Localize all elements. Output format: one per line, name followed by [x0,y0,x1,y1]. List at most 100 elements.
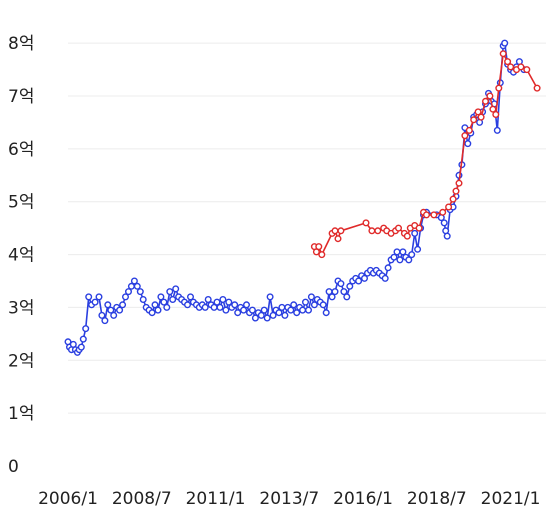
data-point [278,303,286,311]
data-point [408,251,416,259]
data-point [390,253,398,261]
data-point [492,110,500,118]
data-point [430,211,438,219]
data-point [489,105,497,113]
y-tick-label: 3억 [8,298,34,318]
data-point [384,264,392,272]
data-point [305,306,313,314]
data-point [104,301,112,309]
data-point [507,63,515,71]
data-point [219,296,227,304]
data-point [395,224,403,232]
data-point [186,293,194,301]
data-point [139,296,147,304]
data-point [121,293,129,301]
data-point [77,343,85,351]
data-point [449,195,457,203]
x-tick-label: 2011/1 [186,489,246,509]
data-point [110,311,118,319]
x-tick-label: 2008/7 [112,489,172,509]
data-point [482,97,490,105]
data-point [119,301,127,309]
data-point [477,113,485,121]
data-point [523,66,531,74]
data-point [411,229,419,237]
data-point [328,293,336,301]
data-point [257,311,265,319]
x-tick-label: 2018/7 [407,489,467,509]
y-tick-label: 1억 [8,404,34,424]
data-point [225,298,233,306]
data-point [337,280,345,288]
data-point [461,132,469,140]
x-tick-label: 2016/1 [333,489,393,509]
data-point [361,274,369,282]
data-point [315,243,323,251]
data-point [148,309,156,317]
data-point [331,227,339,235]
data-point [107,306,115,314]
data-point [85,293,93,301]
data-point [154,306,162,314]
data-point [204,296,212,304]
data-point [216,303,224,311]
data-point [414,245,422,253]
data-point [334,235,342,243]
data-point [183,301,191,309]
data-point [374,227,382,235]
series-0 [64,39,528,356]
data-point [440,219,448,227]
series-layer [64,39,541,356]
data-point [302,298,310,306]
data-point [439,208,447,216]
data-point [465,126,473,134]
data-point [124,288,132,296]
data-point [234,309,242,317]
data-point [455,179,463,187]
data-point [452,187,460,195]
data-point [319,301,327,309]
data-point [263,314,271,322]
data-point [287,306,295,314]
data-point [299,306,307,314]
data-point [266,293,274,301]
data-point [533,84,541,92]
data-point [399,248,407,256]
data-point [281,311,289,319]
data-point [293,309,301,317]
data-point [213,298,221,306]
data-point [116,306,124,314]
data-point [474,108,482,116]
data-point [130,277,138,285]
data-point [318,251,326,259]
data-point [470,116,478,124]
series-1 [310,50,541,259]
y-axis: 0 1억 2억 3억 4억 5억 6억 7억 8억 [8,34,34,477]
x-tick-label: 2006/1 [38,489,98,509]
data-point [260,306,268,314]
data-point [499,50,507,58]
data-point [464,140,472,148]
data-point [331,288,339,296]
data-point [251,314,259,322]
data-point [248,306,256,314]
data-point [240,306,248,314]
x-axis: 2006/1 2008/7 2011/1 2013/7 2016/1 2018/7 2021… [38,489,540,509]
data-point [79,335,87,343]
data-point [445,203,453,211]
data-point [405,256,413,264]
data-point [163,303,171,311]
data-point [172,285,180,293]
data-point [495,84,503,92]
data-point [346,282,354,290]
data-point [355,277,363,285]
data-point [307,293,315,301]
data-point [415,224,423,232]
y-tick-label: 5억 [8,193,34,213]
data-point [501,39,509,47]
data-point [95,293,103,301]
y-tick-label: 8억 [8,34,34,54]
data-point [337,227,345,235]
data-point [242,301,250,309]
data-point [381,274,389,282]
